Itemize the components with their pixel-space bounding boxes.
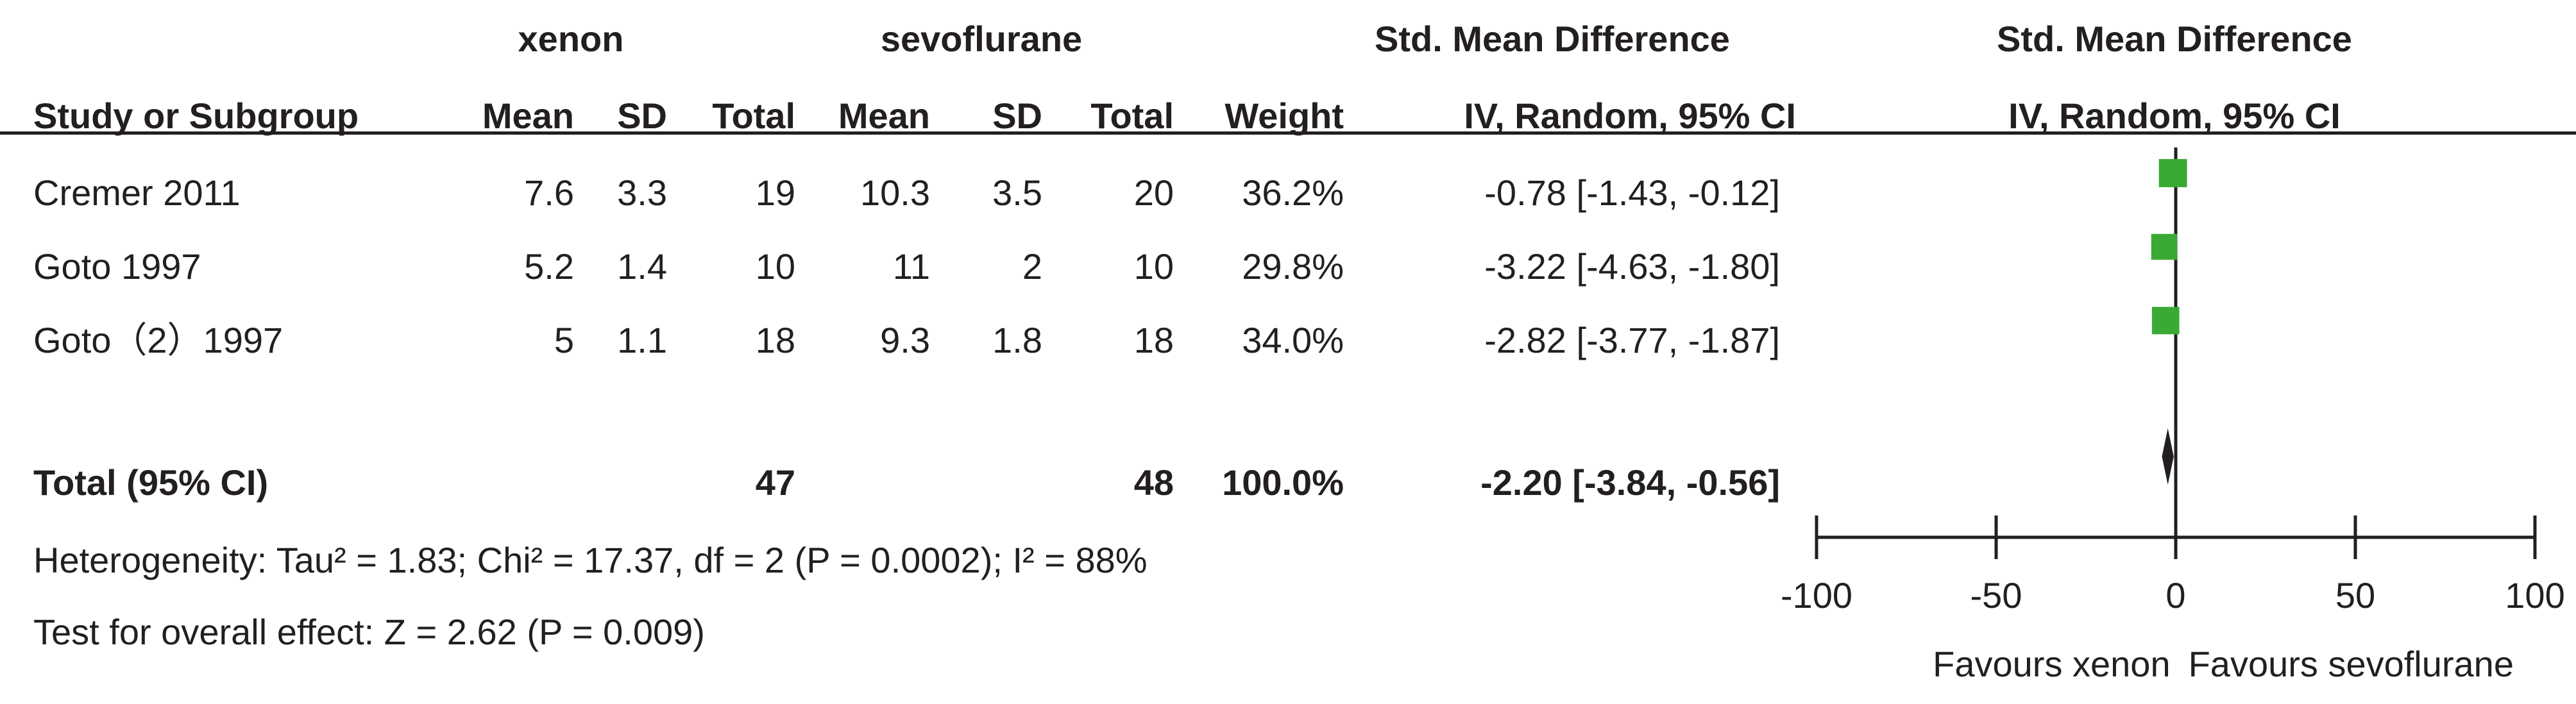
study-sd2: 2: [1022, 246, 1042, 287]
favours-left-label: Favours xenon: [1933, 644, 2170, 684]
study-mean2: 9.3: [880, 320, 930, 360]
heterogeneity-text: Heterogeneity: Tau² = 1.83; Chi² = 17.37…: [33, 540, 1148, 580]
study-weight: 36.2%: [1242, 172, 1344, 213]
study-mean1: 7.6: [524, 172, 574, 213]
x-tick-label: 50: [2335, 575, 2375, 616]
study-total1: 19: [755, 172, 795, 213]
total-group2: 48: [1133, 462, 1174, 503]
study-marker: [2151, 233, 2178, 260]
x-tick-label: 100: [2505, 575, 2564, 616]
study-mean1: 5.2: [524, 246, 574, 287]
study-mean1: 5: [554, 320, 574, 360]
study-sd1: 1.4: [617, 246, 667, 287]
total-weight: 100.0%: [1222, 462, 1344, 503]
study-sd1: 1.1: [617, 320, 667, 360]
col-sd2-header: SD: [992, 96, 1042, 136]
study-sd2: 3.5: [992, 172, 1042, 213]
study-mean2: 10.3: [860, 172, 930, 213]
x-tick-label: -50: [1970, 575, 2022, 616]
study-mean2: 11: [892, 246, 930, 287]
study-name: Cremer 2011: [33, 172, 241, 213]
study-total1: 18: [755, 320, 795, 360]
pooled-diamond: [2162, 428, 2174, 485]
group1-header: xenon: [518, 19, 624, 59]
study-sd1: 3.3: [617, 172, 667, 213]
total-group1: 47: [755, 462, 795, 503]
group2-header: sevoflurane: [880, 19, 1083, 59]
study-weight: 34.0%: [1242, 320, 1344, 360]
header-rule: [0, 131, 2576, 135]
study-ci: -2.82 [-3.77, -1.87]: [1484, 320, 1780, 360]
col-sd1-header: SD: [617, 96, 667, 136]
study-total2: 20: [1133, 172, 1174, 213]
study-total1: 10: [755, 246, 795, 287]
plot-title: Std. Mean Difference: [1997, 19, 2352, 59]
study-ci: -0.78 [-1.43, -0.12]: [1484, 172, 1780, 213]
col-weight-header: Weight: [1224, 96, 1344, 136]
total-ci: -2.20 [-3.84, -0.56]: [1480, 462, 1780, 503]
col-mean2-header: Mean: [838, 96, 930, 136]
study-total2: 18: [1133, 320, 1174, 360]
study-marker: [2151, 306, 2180, 335]
study-total2: 10: [1133, 246, 1174, 287]
study-name: Goto（2）1997: [33, 320, 284, 360]
study-sd2: 1.8: [992, 320, 1042, 360]
x-tick-label: 0: [2165, 575, 2185, 616]
study-name: Goto 1997: [33, 246, 201, 287]
col-study-header: Study or Subgroup: [33, 96, 359, 136]
col-method-header: IV, Random, 95% CI: [1464, 96, 1796, 136]
overall-effect-text: Test for overall effect: Z = 2.62 (P = 0…: [33, 612, 705, 652]
effect-title: Std. Mean Difference: [1375, 19, 1730, 59]
study-marker: [2158, 159, 2187, 187]
favours-right-label: Favours sevoflurane: [2189, 644, 2514, 684]
col-total2-header: Total: [1090, 96, 1174, 136]
total-label: Total (95% CI): [33, 462, 269, 503]
study-ci: -3.22 [-4.63, -1.80]: [1484, 246, 1780, 287]
study-weight: 29.8%: [1242, 246, 1344, 287]
col-total1-header: Total: [712, 96, 795, 136]
col-mean1-header: Mean: [482, 96, 574, 136]
plot-method-header: IV, Random, 95% CI: [2008, 96, 2341, 136]
x-tick-label: -100: [1781, 575, 1852, 616]
